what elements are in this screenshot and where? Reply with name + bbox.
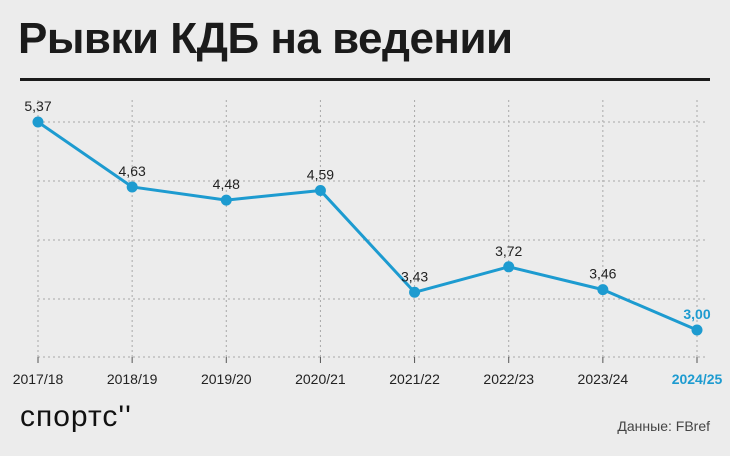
data-point xyxy=(32,116,44,128)
data-point xyxy=(503,261,515,273)
data-point xyxy=(220,194,232,206)
x-tick-label: 2018/19 xyxy=(107,371,158,387)
data-point xyxy=(314,184,326,196)
data-point xyxy=(126,181,138,193)
data-label: 3,46 xyxy=(589,266,616,282)
data-point xyxy=(691,324,703,336)
series-line xyxy=(36,120,699,332)
data-label: 4,63 xyxy=(119,163,146,179)
data-label: 3,72 xyxy=(495,243,522,259)
data-source-note: Данные: FBref xyxy=(617,418,710,434)
data-point xyxy=(597,284,609,296)
x-tick-label: 2021/22 xyxy=(389,371,440,387)
title-divider xyxy=(20,78,710,81)
data-label: 4,59 xyxy=(307,166,334,182)
sports-logo: спортс'' xyxy=(20,400,132,433)
chart-title: Рывки КДБ на ведении xyxy=(18,14,513,63)
x-tick-label: 2022/23 xyxy=(483,371,534,387)
x-tick-label: 2019/20 xyxy=(201,371,252,387)
data-point xyxy=(409,286,421,298)
x-tick-label-highlight: 2024/25 xyxy=(672,371,723,387)
data-label-highlight: 3,00 xyxy=(683,306,710,322)
data-label: 3,43 xyxy=(401,268,428,284)
x-tick-label: 2023/24 xyxy=(578,371,629,387)
data-label: 4,48 xyxy=(213,176,240,192)
x-tick-label: 2020/21 xyxy=(295,371,346,387)
x-tick-label: 2017/18 xyxy=(13,371,64,387)
data-label: 5,37 xyxy=(24,98,51,114)
